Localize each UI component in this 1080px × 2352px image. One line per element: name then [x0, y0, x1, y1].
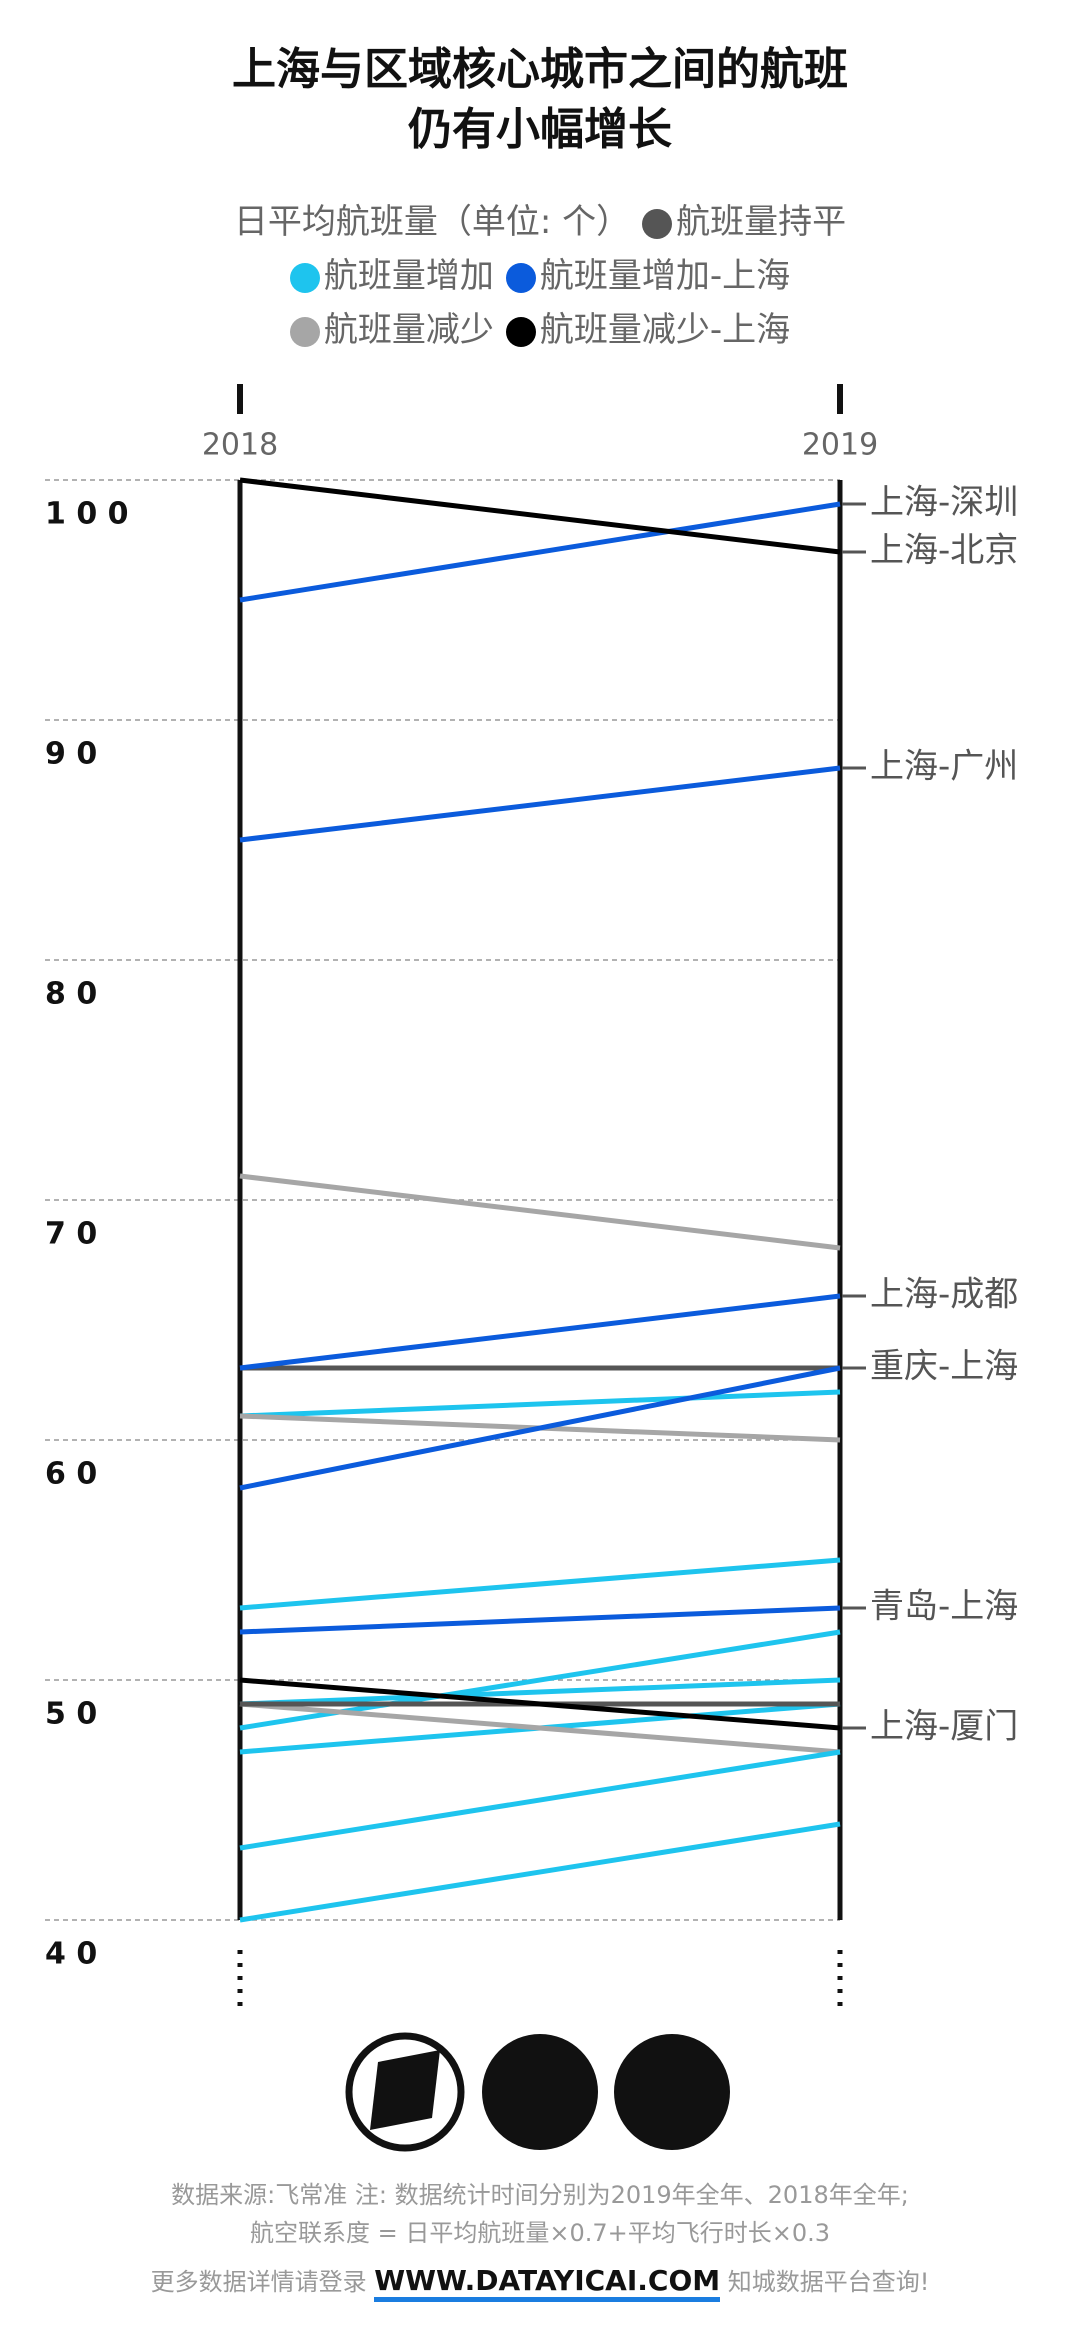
logos — [345, 2032, 730, 2152]
series-label: 重庆-上海 — [870, 1347, 1018, 1387]
legend-swatch — [289, 316, 320, 347]
slope-line — [239, 1701, 841, 1755]
y-tick-label: 6 0 — [45, 1457, 97, 1492]
x-tick-label: 2019 — [802, 428, 878, 463]
logo — [614, 2034, 730, 2150]
series-label: 青岛-上海 — [870, 1587, 1018, 1627]
slope-line — [239, 1821, 841, 1923]
logo — [482, 2034, 598, 2150]
more-prefix: 更多数据详情请登录 — [150, 2268, 367, 2296]
slope-line — [239, 765, 841, 843]
url: WWW.DATAYICAI.COM — [374, 2264, 721, 2302]
legend-row: 航班量增加 航班量增加-上海 — [0, 249, 1080, 303]
series-label: 上海-北京 — [870, 531, 1018, 571]
slope-line — [239, 1365, 841, 1491]
legend: 日平均航班量（单位: 个） 航班量持平 航班量增加 航班量增加-上海 航班量减少航… — [0, 195, 1080, 357]
slope-line — [239, 1605, 841, 1635]
chart-title: 上海与区域核心城市之间的航班 — [232, 44, 848, 95]
slope-line — [239, 1293, 841, 1371]
slope-line — [239, 1173, 841, 1251]
legend-label: 航班量持平 — [676, 202, 847, 242]
slope-line — [239, 1557, 841, 1611]
slope-line — [239, 1749, 841, 1851]
legend-swatch — [642, 208, 673, 239]
legend-item: 航班量增加-上海 — [505, 249, 791, 303]
legend-label: 航班量减少 — [323, 310, 494, 350]
legend-label: 航班量增加-上海 — [539, 256, 791, 296]
legend-row: 航班量减少 航班量减少-上海 — [0, 303, 1080, 357]
source-note: 数据来源:飞常准 注: 数据统计时间分别为2019年全年、2018年全年; — [171, 2181, 909, 2209]
slope-line — [239, 501, 841, 603]
logo — [370, 2050, 440, 2130]
y-tick-label: 8 0 — [45, 977, 97, 1012]
more-suffix: 知城数据平台查询! — [727, 2268, 930, 2296]
legend-swatch — [505, 316, 536, 347]
y-tick-label: 1 0 0 — [45, 497, 129, 532]
chart-title: 仍有小幅增长 — [408, 104, 672, 155]
slope-line — [239, 1677, 841, 1707]
x-tick-label: 2018 — [202, 428, 278, 463]
y-tick-label: 9 0 — [45, 737, 97, 772]
legend-swatch — [289, 262, 320, 293]
slope-line — [239, 1389, 841, 1419]
legend-swatch — [505, 262, 536, 293]
y-tick-label: 7 0 — [45, 1217, 97, 1252]
legend-label: 航班量增加 — [323, 256, 494, 296]
formula-note: 航空联系度 = 日平均航班量×0.7+平均飞行时长×0.3 — [249, 2219, 831, 2247]
y-tick-label: 5 0 — [45, 1697, 97, 1732]
series-label: 上海-成都 — [870, 1275, 1018, 1315]
series-label: 上海-深圳 — [870, 483, 1018, 523]
legend-item: 航班量减少 — [289, 303, 494, 357]
legend-label: 航班量减少-上海 — [539, 310, 791, 350]
slope-line — [239, 477, 841, 555]
slope-line — [239, 1677, 841, 1731]
legend-item: 航班量增加 — [289, 249, 494, 303]
y-tick-label: 4 0 — [45, 1937, 97, 1972]
series-label: 上海-厦门 — [870, 1707, 1018, 1747]
series-label: 上海-广州 — [870, 747, 1018, 787]
legend-row: 日平均航班量（单位: 个） 航班量持平 — [0, 195, 1080, 249]
more-note: 更多数据详情请登录 WWW.DATAYICAI.COM 知城数据平台查询! — [0, 2262, 1080, 2302]
legend-title: 日平均航班量（单位: 个） — [233, 202, 631, 242]
legend-item: 航班量减少-上海 — [505, 303, 791, 357]
legend-item: 航班量持平 — [642, 195, 846, 249]
